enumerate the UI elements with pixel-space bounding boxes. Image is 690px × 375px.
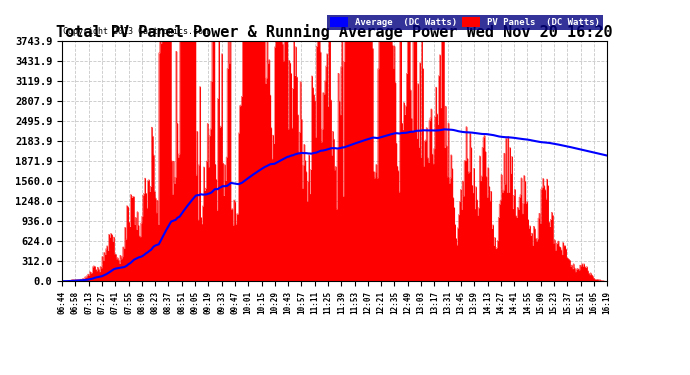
Title: Total PV Panel Power & Running Average Power Wed Nov 20 16:20: Total PV Panel Power & Running Average P…	[57, 24, 613, 40]
Legend: Average  (DC Watts), PV Panels  (DC Watts): Average (DC Watts), PV Panels (DC Watts)	[327, 15, 602, 30]
Text: Copyright 2013 Cartronics.com: Copyright 2013 Cartronics.com	[63, 27, 208, 36]
